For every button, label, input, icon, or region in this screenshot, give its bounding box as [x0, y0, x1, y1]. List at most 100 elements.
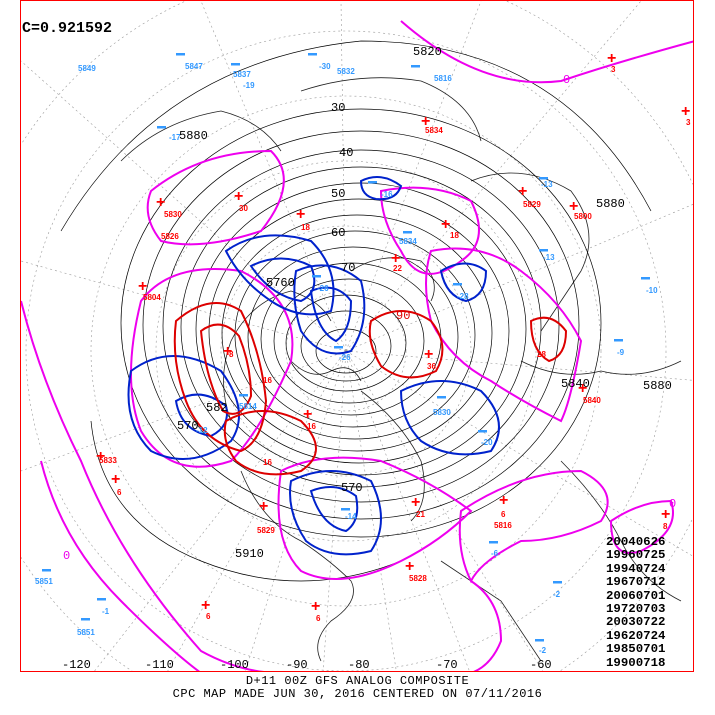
graticule — [21, 1, 693, 671]
svg-text:570: 570 — [177, 419, 199, 433]
svg-text:-2: -2 — [553, 590, 561, 599]
longitude-label: -120 — [62, 658, 91, 672]
svg-text:5814: 5814 — [239, 402, 257, 411]
svg-text:+: + — [421, 113, 430, 130]
svg-text:5829: 5829 — [523, 200, 541, 209]
svg-text:5826: 5826 — [161, 232, 179, 241]
svg-text:5800: 5800 — [574, 212, 592, 221]
svg-text:5816: 5816 — [434, 74, 452, 83]
svg-text:-2: -2 — [539, 646, 547, 655]
svg-text:+: + — [303, 406, 312, 423]
svg-text:0: 0 — [563, 73, 570, 87]
svg-text:30: 30 — [239, 204, 248, 213]
svg-text:+: + — [681, 103, 690, 120]
svg-text:5830: 5830 — [164, 210, 182, 219]
svg-text:5833: 5833 — [99, 456, 117, 465]
svg-text:18: 18 — [301, 223, 310, 232]
svg-text:16: 16 — [263, 458, 272, 467]
svg-text:30: 30 — [331, 101, 345, 115]
analog-date: 19670712 — [606, 575, 666, 590]
svg-text:5834: 5834 — [399, 237, 417, 246]
svg-text:+: + — [405, 558, 414, 575]
svg-text:5820: 5820 — [413, 45, 442, 59]
svg-text:3: 3 — [686, 118, 691, 127]
analog-date-list: 20040626 19960725 19940724 19670712 2006… — [606, 535, 714, 670]
svg-text:5851: 5851 — [77, 628, 95, 637]
svg-text:+: + — [424, 346, 433, 363]
correlation-label: C=0.921592 — [22, 20, 113, 37]
svg-text:8: 8 — [229, 350, 234, 359]
analog-date: 20030722 — [606, 615, 666, 630]
map-frame: + + + + + + + + + + + + + + + + + + + + … — [20, 0, 694, 672]
svg-text:16: 16 — [307, 422, 316, 431]
longitude-label: -90 — [286, 658, 308, 672]
svg-text:8: 8 — [663, 522, 668, 531]
longitude-label: -100 — [220, 658, 249, 672]
svg-text:+: + — [156, 194, 165, 211]
svg-text:40: 40 — [339, 146, 353, 160]
analog-date: 20040626 — [606, 535, 666, 549]
analog-date: 19720703 — [606, 602, 666, 617]
svg-text:+: + — [296, 206, 305, 223]
svg-text:5910: 5910 — [235, 547, 264, 561]
svg-text:-6: -6 — [491, 549, 499, 558]
longitude-label: -80 — [348, 658, 370, 672]
svg-text:50: 50 — [331, 187, 345, 201]
svg-text:6: 6 — [501, 510, 506, 519]
svg-text:21: 21 — [416, 510, 425, 519]
svg-text:5760: 5760 — [266, 276, 295, 290]
svg-text:5880: 5880 — [596, 197, 625, 211]
positive-anomaly-contours — [173, 302, 568, 476]
svg-text:+: + — [391, 250, 400, 267]
svg-text:-1: -1 — [102, 607, 110, 616]
svg-text:-17: -17 — [169, 133, 181, 142]
svg-text:5847: 5847 — [185, 62, 203, 71]
svg-text:+: + — [259, 498, 268, 515]
svg-text:6: 6 — [316, 614, 321, 623]
svg-text:+: + — [111, 471, 120, 488]
analog-date: 19960725 — [606, 548, 666, 563]
analog-composite-map: + + + + + + + + + + + + + + + + + + + + … — [21, 1, 693, 671]
analog-date: 19900718 — [606, 655, 666, 670]
svg-text:0: 0 — [669, 497, 676, 511]
svg-text:-13: -13 — [543, 253, 555, 262]
analog-date: 20060701 — [606, 588, 666, 603]
anomaly-value-labels: 5849 5847 5837 -30 5832 5816 3 3 -17 -19… — [35, 62, 691, 655]
svg-text:+: + — [518, 183, 527, 200]
svg-text:5880: 5880 — [179, 129, 208, 143]
svg-text:-12: -12 — [196, 426, 208, 435]
svg-text:+: + — [138, 278, 147, 295]
svg-text:5840: 5840 — [583, 396, 601, 405]
svg-text:6: 6 — [117, 488, 122, 497]
svg-text:+: + — [499, 492, 508, 509]
svg-text:28: 28 — [537, 350, 546, 359]
svg-text:+: + — [311, 598, 320, 615]
svg-text:+: + — [661, 506, 670, 523]
svg-text:+: + — [441, 216, 450, 233]
svg-text:-19: -19 — [243, 81, 255, 90]
svg-text:5816: 5816 — [494, 521, 512, 530]
svg-text:3: 3 — [611, 65, 616, 74]
svg-text:18: 18 — [450, 231, 459, 240]
svg-text:-26: -26 — [317, 284, 329, 293]
svg-text:+: + — [96, 448, 105, 465]
zero-anomaly-contours — [21, 20, 693, 671]
svg-text:+: + — [201, 597, 210, 614]
height-labels: 5820 5880 5880 5840 5880 5910 5760 582 5… — [63, 45, 676, 563]
analog-date: 19620724 — [606, 628, 666, 643]
coastlines — [120, 77, 682, 662]
svg-text:+: + — [607, 50, 616, 67]
footer-title: D+11 00Z GFS ANALOG COMPOSITE — [245, 674, 470, 688]
svg-text:60: 60 — [331, 226, 345, 240]
svg-text:5837: 5837 — [233, 70, 251, 79]
svg-text:-30: -30 — [319, 62, 331, 71]
svg-text:570: 570 — [341, 481, 363, 495]
svg-text:-9: -9 — [617, 348, 625, 357]
svg-text:+: + — [234, 188, 243, 205]
svg-text:-14: -14 — [345, 512, 357, 521]
svg-text:-13: -13 — [541, 180, 553, 189]
svg-text:5828: 5828 — [409, 574, 427, 583]
svg-text:6: 6 — [206, 612, 211, 621]
longitude-label: -60 — [530, 658, 552, 672]
svg-text:+: + — [569, 198, 578, 215]
